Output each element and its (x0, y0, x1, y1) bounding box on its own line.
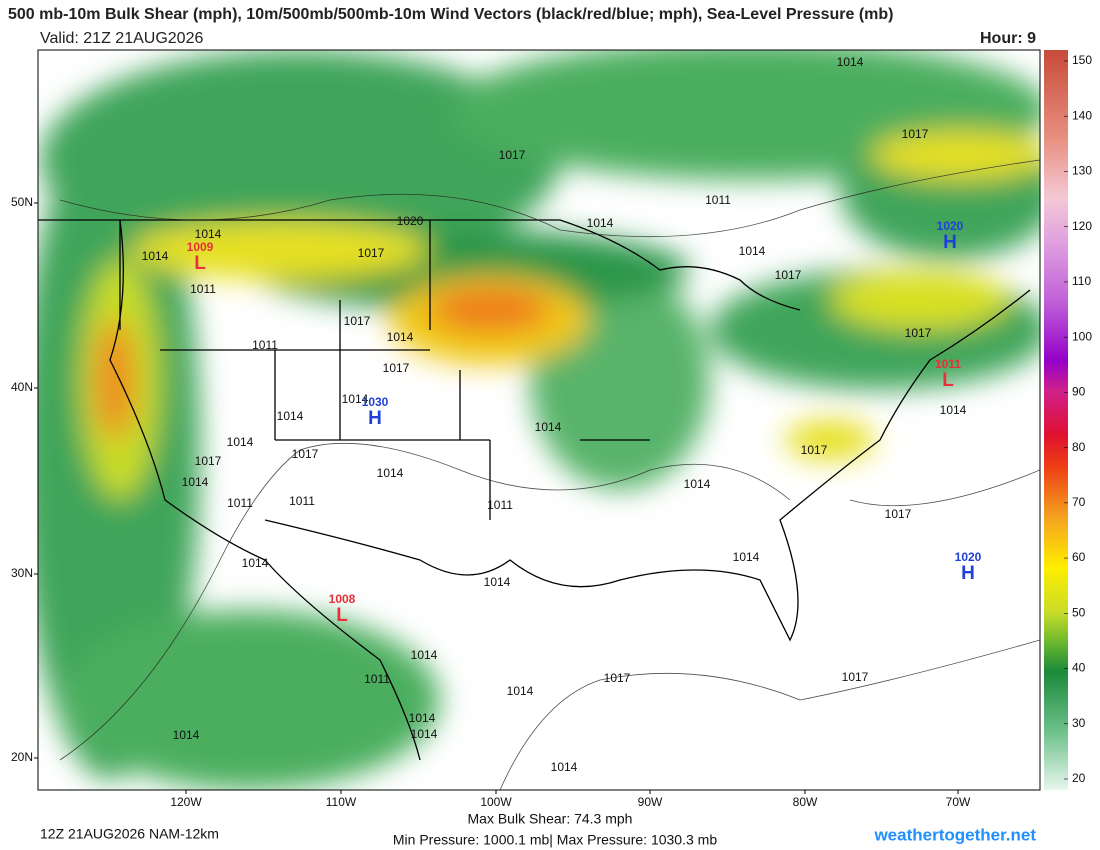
site: weathertogether.net (873, 825, 1036, 844)
isobar-label: 1014 (377, 466, 404, 480)
colorbar-label: 90 (1072, 385, 1086, 399)
colorbar-label: 50 (1072, 605, 1086, 619)
center-value: 1011 (935, 357, 961, 371)
isobar-label: 1014 (411, 648, 438, 662)
isobar-label: 1011 (705, 193, 731, 207)
isobar-label: 1017 (902, 127, 929, 141)
colorbar-label: 110 (1072, 274, 1091, 288)
forecast-hour: Hour: 9 (980, 30, 1036, 47)
colorbar-label: 40 (1072, 661, 1086, 675)
isobar-label: 1017 (383, 361, 410, 375)
isobar-label: 1014 (227, 435, 254, 449)
isobar-label: 1014 (484, 575, 511, 589)
isobar-label: 1014 (587, 216, 614, 230)
isobar-label: 1014 (837, 55, 864, 69)
isobar-label: 1014 (242, 556, 269, 570)
colorbar-label: 130 (1072, 164, 1092, 178)
isobar-label: 1017 (842, 670, 869, 684)
lat-label: 40N (11, 380, 33, 394)
lon-label: 80W (793, 795, 818, 809)
center-value: 1030 (362, 395, 389, 409)
map (38, 50, 1040, 790)
isobar-label: 1017 (499, 148, 526, 162)
isobar-label: 1017 (358, 246, 385, 260)
center-letter: H (368, 408, 382, 429)
isobar-label: 1014 (342, 392, 369, 406)
center-letter: H (943, 232, 957, 253)
center-letter: L (942, 370, 954, 391)
max-shear: Max Bulk Shear: 74.3 mph (468, 811, 633, 827)
colorbar-label: 100 (1072, 329, 1092, 343)
isobar-label: 1011 (252, 338, 278, 352)
isobar-label: 1017 (195, 454, 222, 468)
colorbar-label: 140 (1072, 108, 1092, 122)
colorbar-label: 150 (1072, 53, 1092, 67)
isobars (59, 159, 1040, 790)
lat-label: 20N (11, 750, 33, 764)
colorbar-label: 20 (1072, 771, 1086, 785)
model-run: 12Z 21AUG2026 NAM-12km (40, 826, 219, 842)
isobar-label: 1014 (277, 409, 304, 423)
isobar-label: 1014 (551, 760, 578, 774)
isobar-label: 1014 (182, 475, 209, 489)
isobar-label: 1014 (733, 550, 760, 564)
shear-shading (38, 50, 1040, 790)
valid-time: Valid: 21Z 21AUG2026 (40, 30, 203, 47)
colorbar-label: 60 (1072, 550, 1086, 564)
isobar-label: 1014 (142, 249, 169, 263)
center-value: 1009 (187, 240, 214, 254)
map-frame (37, 49, 1041, 791)
center-value: 1008 (329, 592, 356, 606)
isobar-label: 1017 (905, 326, 932, 340)
isobar-label: 1017 (344, 314, 371, 328)
center-value: 1020 (955, 550, 982, 564)
title: 500 mb-10m Bulk Shear (mph), 10m/500mb/5… (8, 6, 893, 23)
isobar-label: 1014 (409, 711, 436, 725)
lon-label: 100W (480, 795, 512, 809)
isobar-label: 1014 (739, 244, 766, 258)
isobar-label: 1014 (195, 227, 222, 241)
colorbar-label: 80 (1072, 440, 1086, 454)
lon-label: 120W (170, 795, 202, 809)
isobar-label: 1017 (885, 507, 912, 521)
isobar-label: 1014 (411, 727, 438, 741)
isobar-label: 1017 (292, 447, 319, 461)
colorbar-label: 30 (1072, 716, 1086, 730)
isobar-label: 1017 (801, 443, 828, 457)
isobar-label: 1011 (487, 498, 513, 512)
isobar-label: 1011 (190, 282, 216, 296)
lon-label: 70W (946, 795, 971, 809)
isobar-label: 1011 (364, 672, 390, 686)
isobar-label: 1011 (289, 494, 315, 508)
isobar-label: 1014 (387, 330, 414, 344)
lat-label: 50N (11, 195, 33, 209)
isobar-label: 1017 (775, 268, 802, 282)
pressure-range: Min Pressure: 1000.1 mb| Max Pressure: 1… (393, 832, 717, 848)
isobar-label: 1014 (507, 684, 534, 698)
lon-label: 90W (638, 795, 663, 809)
isobar-label: 1020 (397, 214, 424, 228)
isobar-label: 1011 (227, 496, 253, 510)
isobar-label: 1014 (173, 728, 200, 742)
lon-label: 110W (326, 795, 357, 809)
isobar-label: 1014 (940, 403, 967, 417)
center-letter: H (961, 563, 975, 584)
colorbar (1044, 50, 1068, 790)
colorbar-label: 70 (1072, 495, 1086, 509)
lat-label: 30N (11, 566, 33, 580)
colorbar-label: 120 (1072, 219, 1092, 233)
center-letter: L (194, 253, 206, 274)
center-value: 1020 (937, 219, 964, 233)
isobar-label: 1014 (535, 420, 562, 434)
center-letter: L (336, 605, 348, 626)
boundaries (38, 219, 1031, 761)
isobar-label: 1017 (604, 671, 631, 685)
isobar-label: 1014 (684, 477, 711, 491)
